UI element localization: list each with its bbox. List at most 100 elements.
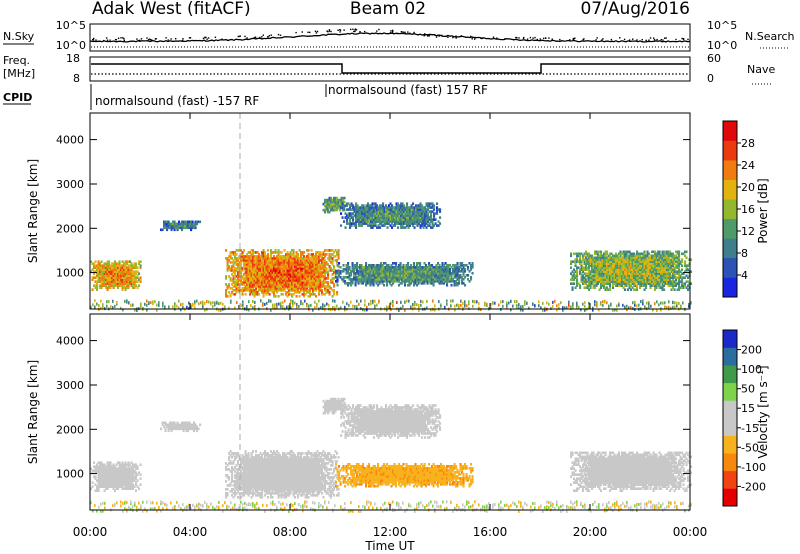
heatmap-cell (307, 295, 310, 298)
heatmap-cell (321, 257, 324, 260)
heatmap-cell (285, 275, 288, 278)
heatmap-cell (292, 277, 295, 280)
heatmap-cell (660, 266, 663, 269)
heatmap-cell (356, 216, 359, 219)
heatmap-cell (458, 280, 461, 283)
heatmap-cell (283, 281, 286, 284)
heatmap-cell (434, 274, 437, 277)
heatmap-cell (315, 279, 318, 282)
heatmap-cell (268, 287, 271, 290)
heatmap-cell (380, 274, 383, 277)
heatmap-cell (663, 278, 666, 281)
heatmap-cell (381, 270, 384, 273)
heatmap-cell (419, 262, 422, 265)
heatmap-cell (408, 278, 411, 281)
nsky-point (139, 39, 141, 42)
heatmap-cell (264, 251, 267, 254)
heatmap-cell (441, 276, 444, 279)
heatmap-cell (291, 281, 294, 284)
heatmap-cell (419, 202, 422, 205)
heatmap-cell (118, 276, 121, 279)
heatmap-cell (277, 289, 280, 292)
heatmap-cell (285, 281, 288, 284)
heatmap-cell (615, 264, 618, 267)
heatmap-cell (616, 284, 619, 287)
heatmap-cell (375, 278, 378, 281)
heatmap-cell (383, 206, 386, 209)
heatmap-cell (645, 258, 648, 261)
heatmap-cell (589, 274, 592, 277)
heatmap-cell (633, 288, 636, 291)
heatmap-cell (403, 208, 406, 211)
heatmap-cell (328, 202, 331, 206)
heatmap-cell (643, 272, 646, 275)
heatmap-cell (458, 282, 461, 285)
heatmap-cell (261, 257, 264, 260)
heatmap-cell (346, 218, 349, 221)
heatmap-cell (277, 287, 280, 290)
heatmap-cell (267, 283, 270, 286)
heatmap-cell (123, 270, 126, 273)
heatmap-cell (234, 269, 237, 272)
heatmap-cell (610, 270, 613, 273)
heatmap-cell (229, 269, 232, 272)
heatmap-cell (407, 266, 410, 269)
heatmap-cell (255, 279, 258, 282)
heatmap-cell (191, 224, 194, 228)
heatmap-cell (273, 263, 276, 266)
heatmap-cell (374, 280, 377, 283)
heatmap-cell (421, 216, 424, 219)
heatmap-cell (264, 265, 267, 268)
heatmap-cell (583, 278, 586, 281)
heatmap-cell (616, 258, 619, 261)
heatmap-cell (637, 266, 640, 269)
heatmap-cell (235, 275, 238, 278)
heatmap-cell (630, 258, 633, 261)
freq-label: Freq. (3, 54, 30, 67)
heatmap-cell (173, 228, 176, 232)
heatmap-cell (585, 262, 588, 265)
ground-scatter-cell (198, 302, 200, 306)
heatmap-cell (291, 277, 294, 280)
heatmap-cell (237, 263, 240, 266)
heatmap-cell (398, 210, 401, 213)
heatmap-cell (450, 280, 453, 283)
heatmap-cell (404, 283, 407, 287)
heatmap-cell (343, 206, 346, 209)
heatmap-cell (106, 280, 109, 283)
heatmap-cell (423, 274, 426, 277)
heatmap-cell (592, 280, 595, 283)
heatmap-cell (583, 266, 586, 269)
heatmap-cell (606, 270, 609, 273)
heatmap-cell (571, 282, 574, 285)
heatmap-cell (232, 281, 235, 284)
heatmap-cell (288, 281, 291, 284)
heatmap-cell (372, 272, 375, 275)
heatmap-cell (422, 266, 425, 269)
heatmap-cell (333, 206, 336, 210)
heatmap-cell (288, 253, 291, 256)
heatmap-cell (462, 282, 465, 285)
heatmap-cell (619, 260, 622, 263)
heatmap-cell (313, 273, 316, 276)
heatmap-cell (404, 220, 407, 223)
heatmap-cell (673, 262, 676, 265)
heatmap-cell (398, 218, 401, 221)
heatmap-cell (374, 272, 377, 275)
heatmap-cell (276, 267, 279, 270)
heatmap-cell (413, 210, 416, 213)
heatmap-cell (310, 249, 313, 252)
heatmap-cell (348, 272, 351, 275)
heatmap-cell (585, 266, 588, 269)
heatmap-cell (377, 283, 380, 287)
heatmap-cell (601, 274, 604, 277)
heatmap-cell (255, 273, 258, 276)
heatmap-cell (631, 282, 634, 285)
heatmap-cell (420, 282, 423, 285)
heatmap-cell (675, 278, 678, 281)
heatmap-cell (624, 256, 627, 260)
heatmap-cell (417, 268, 420, 271)
heatmap-cell (370, 208, 373, 211)
heatmap-cell (108, 276, 111, 279)
heatmap-cell (405, 276, 408, 279)
